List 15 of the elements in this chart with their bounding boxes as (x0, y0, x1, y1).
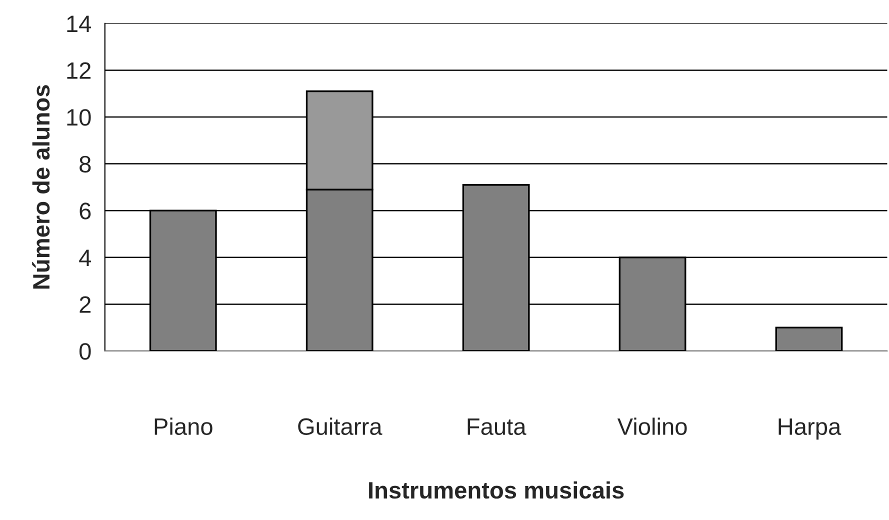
y-tick-label: 12 (67, 62, 91, 79)
y-tick-label: 14 (67, 16, 92, 32)
x-tick-label: Guitarra (298, 418, 382, 436)
y-tick-label: 4 (79, 250, 92, 266)
x-axis-title: Instrumentos musicais (369, 481, 624, 499)
y-tick-label: 6 (80, 202, 91, 220)
y-tick-label: 10 (67, 109, 91, 126)
y-tick-label: 2 (80, 296, 91, 313)
x-tick-label: Fauta (468, 418, 526, 436)
y-tick-label: 0 (80, 343, 91, 360)
x-tick-label: Piano (154, 418, 212, 436)
x-tick-label: Harpa (778, 418, 842, 440)
y-axis-title: Número de alunos (32, 85, 50, 289)
x-tick-label: Violino (617, 418, 687, 436)
y-tick-label: 8 (80, 156, 91, 173)
